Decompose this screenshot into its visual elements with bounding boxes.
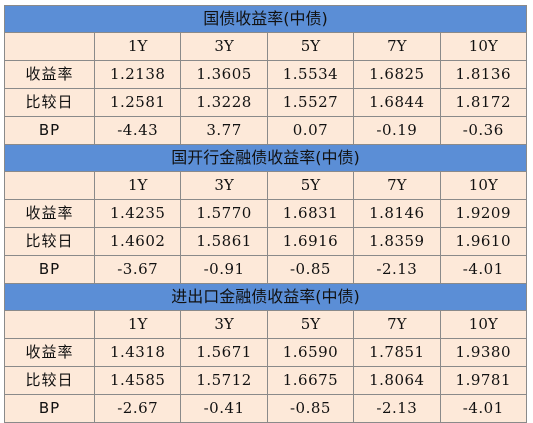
- column-header-row: 1Y 3Y 5Y 7Y 10Y: [4, 310, 528, 339]
- section-title-row: 进出口金融债收益率(中债): [3, 283, 528, 311]
- table-cell: 1.6825: [353, 60, 441, 89]
- table-cell: 3.77: [180, 116, 268, 145]
- row-label: 比较日: [4, 366, 95, 395]
- column-header: 5Y: [266, 32, 355, 61]
- table-cell: 1.6844: [353, 88, 441, 117]
- row-label: 收益率: [4, 199, 95, 228]
- table-cell: -2.13: [353, 394, 441, 423]
- table-cell: 1.8136: [439, 60, 528, 89]
- table-cell: 1.5770: [180, 199, 268, 228]
- table-cell: 1.2138: [93, 60, 182, 89]
- table-cell: -4.01: [439, 394, 528, 423]
- table-cell: 1.5671: [180, 338, 268, 367]
- table-cell: -4.43: [93, 116, 182, 145]
- column-header-row: 1Y 3Y 5Y 7Y 10Y: [4, 32, 528, 61]
- row-label: 比较日: [4, 227, 95, 256]
- table-cell: -0.41: [180, 394, 268, 423]
- table-cell: 1.4318: [93, 338, 182, 367]
- table-cell: 1.5534: [266, 60, 355, 89]
- table-cell: 1.9209: [439, 199, 528, 228]
- table-row: 收益率 1.4318 1.5671 1.6590 1.7851 1.9380: [4, 338, 528, 367]
- table-cell: 1.8146: [353, 199, 441, 228]
- table-cell: 1.6831: [266, 199, 355, 228]
- row-label: BP: [4, 116, 95, 145]
- table-row: BP -4.43 3.77 0.07 -0.19 -0.36: [4, 116, 528, 145]
- corner-cell: [4, 32, 95, 61]
- section-title: 国开行金融债收益率(中债): [3, 144, 528, 172]
- table-cell: -0.19: [353, 116, 441, 145]
- yield-table-container: 国债收益率(中债) 1Y 3Y 5Y 7Y 10Y 收益率 1.2138 1.3…: [3, 5, 528, 423]
- row-label: 收益率: [4, 338, 95, 367]
- corner-cell: [4, 171, 95, 200]
- table-cell: 1.6590: [266, 338, 355, 367]
- column-header: 5Y: [266, 310, 355, 339]
- column-header: 1Y: [93, 171, 182, 200]
- table-row: 比较日 1.4585 1.5712 1.6675 1.8064 1.9781: [4, 366, 528, 395]
- row-label: BP: [4, 255, 95, 284]
- table-row: BP -3.67 -0.91 -0.85 -2.13 -4.01: [4, 255, 528, 284]
- table-cell: 1.3228: [180, 88, 268, 117]
- table-row: 收益率 1.4235 1.5770 1.6831 1.8146 1.9209: [4, 199, 528, 228]
- table-cell: -0.85: [266, 255, 355, 284]
- table-cell: 1.8172: [439, 88, 528, 117]
- row-label: 比较日: [4, 88, 95, 117]
- table-cell: 1.5527: [266, 88, 355, 117]
- table-cell: 1.6916: [266, 227, 355, 256]
- table-cell: 1.3605: [180, 60, 268, 89]
- table-cell: -2.13: [353, 255, 441, 284]
- table-cell: -2.67: [93, 394, 182, 423]
- column-header: 3Y: [180, 32, 268, 61]
- row-label: 收益率: [4, 60, 95, 89]
- table-cell: -4.01: [439, 255, 528, 284]
- table-cell: 1.9781: [439, 366, 528, 395]
- table-cell: 1.2581: [93, 88, 182, 117]
- table-cell: -0.91: [180, 255, 268, 284]
- table-cell: 1.6675: [266, 366, 355, 395]
- section-title-row: 国开行金融债收益率(中债): [3, 144, 528, 172]
- table-row: 比较日 1.4602 1.5861 1.6916 1.8359 1.9610: [4, 227, 528, 256]
- section-title-row: 国债收益率(中债): [3, 5, 528, 33]
- table-cell: 1.4235: [93, 199, 182, 228]
- column-header: 10Y: [439, 32, 528, 61]
- section-title: 国债收益率(中债): [3, 5, 528, 33]
- column-header: 7Y: [353, 310, 441, 339]
- table-cell: 1.8359: [353, 227, 441, 256]
- table-cell: 1.4602: [93, 227, 182, 256]
- table-row: BP -2.67 -0.41 -0.85 -2.13 -4.01: [4, 394, 528, 423]
- table-cell: -3.67: [93, 255, 182, 284]
- yield-table: 国债收益率(中债) 1Y 3Y 5Y 7Y 10Y 收益率 1.2138 1.3…: [3, 5, 528, 423]
- column-header: 1Y: [93, 310, 182, 339]
- column-header: 7Y: [353, 171, 441, 200]
- table-cell: 1.8064: [353, 366, 441, 395]
- table-cell: 1.4585: [93, 366, 182, 395]
- table-cell: -0.85: [266, 394, 355, 423]
- table-cell: 1.7851: [353, 338, 441, 367]
- column-header: 10Y: [439, 310, 528, 339]
- table-row: 收益率 1.2138 1.3605 1.5534 1.6825 1.8136: [4, 60, 528, 89]
- table-row: 比较日 1.2581 1.3228 1.5527 1.6844 1.8172: [4, 88, 528, 117]
- column-header: 7Y: [353, 32, 441, 61]
- table-cell: 0.07: [266, 116, 355, 145]
- column-header: 10Y: [439, 171, 528, 200]
- row-label: BP: [4, 394, 95, 423]
- column-header-row: 1Y 3Y 5Y 7Y 10Y: [4, 171, 528, 200]
- table-cell: 1.5861: [180, 227, 268, 256]
- column-header: 5Y: [266, 171, 355, 200]
- table-cell: 1.9610: [439, 227, 528, 256]
- corner-cell: [4, 310, 95, 339]
- table-cell: -0.36: [439, 116, 528, 145]
- table-cell: 1.5712: [180, 366, 268, 395]
- column-header: 3Y: [180, 171, 268, 200]
- section-title: 进出口金融债收益率(中债): [3, 283, 528, 311]
- table-cell: 1.9380: [439, 338, 528, 367]
- column-header: 1Y: [93, 32, 182, 61]
- column-header: 3Y: [180, 310, 268, 339]
